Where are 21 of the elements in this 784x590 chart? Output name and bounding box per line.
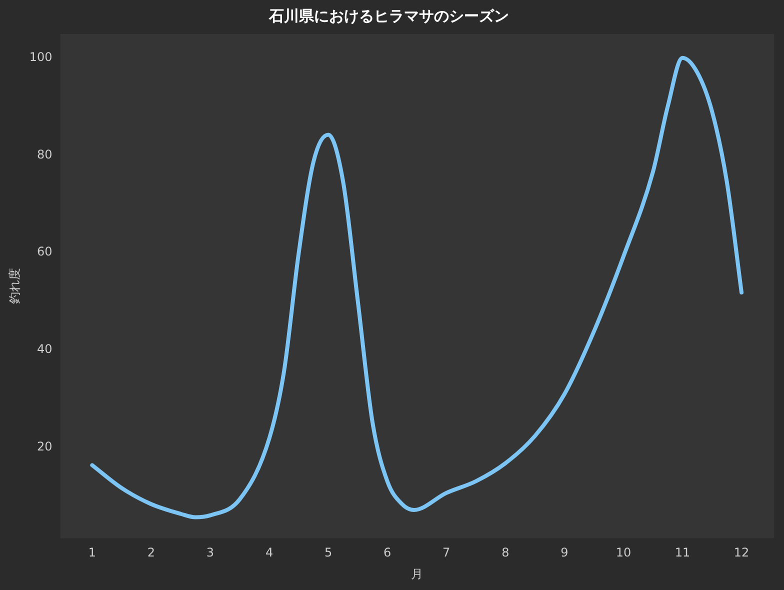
x-tick-label: 10 [616,546,632,560]
y-tick-label: 80 [37,147,52,162]
x-tick-label: 1 [88,546,96,560]
x-tick-label: 9 [560,546,568,560]
y-tick-label: 20 [37,439,52,454]
x-tick-label: 12 [734,546,750,560]
x-tick-label: 5 [324,546,332,560]
y-tick-label: 60 [37,244,52,259]
y-axis-title: 釣れ度 [7,268,22,304]
y-tick-label: 100 [29,50,52,64]
chart-title: 石川県におけるヒラマサのシーズン [268,6,509,25]
x-tick-label: 4 [265,546,274,560]
x-tick-label: 6 [384,546,392,560]
x-tick-label: 3 [206,546,214,560]
line-series [90,56,744,520]
x-tick-label: 8 [502,546,510,560]
x-tick-label: 11 [674,546,690,560]
y-tick-label: 40 [37,342,52,356]
x-tick-label: 7 [442,546,450,560]
x-axis-title: 月 [411,566,424,581]
x-tick-label: 2 [147,546,156,560]
